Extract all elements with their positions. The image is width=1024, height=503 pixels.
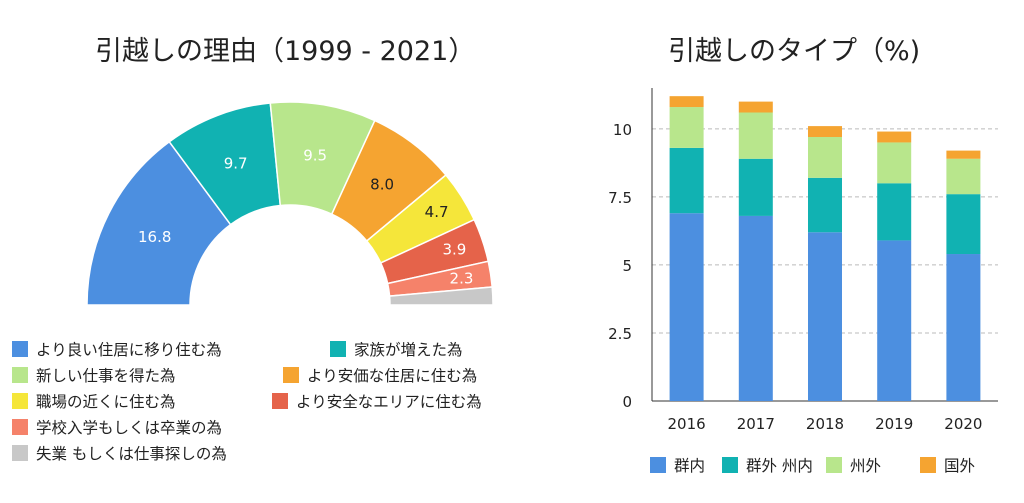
y-tick-label: 5 — [622, 257, 632, 275]
legend-label: より安価な住居に住む為 — [307, 367, 478, 385]
stacked-bar-chart: 0 2.5 5 7.5 10 2016 2017 2018 2019 2020 — [608, 88, 998, 433]
legend-label: 群内 — [674, 457, 706, 475]
donut-data-label-1: 9.7 — [224, 155, 248, 173]
y-tick-label: 2.5 — [608, 325, 632, 343]
y-tick-label: 7.5 — [608, 189, 632, 207]
y-tick-label: 0 — [622, 393, 632, 411]
donut-data-label-2: 9.5 — [303, 147, 327, 165]
legend-label: より良い住居に移り住む為 — [36, 341, 222, 359]
bar-legend-item-1: 群外 州内 — [722, 454, 813, 476]
donut-data-label-5: 3.9 — [442, 241, 466, 259]
bar-segment-1-0 — [738, 215, 773, 401]
donut-data-label-4: 4.7 — [425, 203, 449, 221]
legend-swatch — [722, 457, 738, 473]
bar-segment-4-2 — [946, 158, 981, 195]
donut-legend-item-3: より安価な住居に住む為 — [283, 364, 477, 386]
donut-chart-title: 引越しの理由（1999 - 2021） — [95, 36, 476, 67]
legend-swatch — [826, 457, 842, 473]
legend-swatch — [330, 341, 346, 357]
bar-segment-2-1 — [808, 177, 842, 233]
legend-swatch — [12, 393, 28, 409]
bar-segment-1-2 — [738, 112, 773, 159]
bar-legend-item-3: 国外 — [920, 454, 975, 476]
half-donut-chart: 16.8 9.7 9.5 8.0 4.7 3.9 2.3 — [86, 101, 494, 306]
y-tick-label: 10 — [613, 121, 632, 139]
donut-legend-item-2: 新しい仕事を得た為 — [12, 364, 176, 386]
legend-swatch — [12, 445, 28, 461]
bar-segment-0-2 — [669, 107, 704, 148]
legend-label: より安全なエリアに住む為 — [296, 393, 482, 411]
bar-segment-4-1 — [946, 194, 981, 255]
bar-segment-0-1 — [669, 147, 704, 214]
legend-label: 州外 — [850, 457, 882, 475]
bar-segment-2-3 — [808, 126, 842, 137]
donut-slice-7 — [388, 286, 494, 306]
donut-data-label-6: 2.3 — [450, 270, 474, 288]
bar-chart-title: 引越しのタイプ（%) — [668, 36, 921, 67]
legend-label: 職場の近くに住む為 — [36, 393, 176, 411]
legend-swatch — [650, 457, 666, 473]
bar-segment-3-0 — [877, 240, 912, 401]
bar-segment-0-0 — [669, 213, 704, 401]
donut-legend-item-6: 学校入学もしくは卒業の為 — [12, 416, 222, 438]
donut-legend-item-4: 職場の近くに住む為 — [12, 390, 176, 412]
legend-swatch — [272, 393, 288, 409]
legend-label: 家族が増えた為 — [354, 341, 463, 359]
bar-legend-item-2: 州外 — [826, 454, 881, 476]
legend-swatch — [12, 419, 28, 435]
legend-label: 失業 もしくは仕事探しの為 — [36, 445, 227, 463]
legend-swatch — [283, 367, 299, 383]
bar-segment-3-1 — [877, 183, 912, 241]
legend-swatch — [12, 367, 28, 383]
bar-segment-3-3 — [877, 131, 912, 143]
bar-segment-2-0 — [808, 232, 842, 401]
x-tick-label: 2019 — [875, 415, 913, 433]
legend-swatch — [12, 341, 28, 357]
bar-segment-3-2 — [877, 142, 912, 184]
legend-label: 学校入学もしくは卒業の為 — [36, 419, 223, 437]
bar-segment-4-3 — [946, 150, 981, 159]
bar-segment-4-0 — [946, 254, 981, 401]
bar-segment-1-1 — [738, 158, 773, 216]
bar-segment-0-3 — [669, 96, 704, 108]
donut-data-label-3: 8.0 — [370, 176, 394, 194]
x-tick-label: 2017 — [737, 415, 775, 433]
donut-data-label-0: 16.8 — [138, 228, 171, 246]
legend-label: 群外 州内 — [746, 457, 813, 475]
legend-label: 国外 — [944, 457, 976, 475]
x-tick-label: 2016 — [668, 415, 706, 433]
legend-swatch — [920, 457, 936, 473]
donut-legend-item-1: 家族が増えた為 — [330, 338, 463, 360]
legend-label: 新しい仕事を得た為 — [36, 367, 176, 385]
x-tick-label: 2018 — [806, 415, 844, 433]
donut-legend-item-7: 失業 もしくは仕事探しの為 — [12, 442, 227, 464]
x-tick-label: 2020 — [944, 415, 982, 433]
donut-legend-item-5: より安全なエリアに住む為 — [272, 390, 482, 412]
bar-legend-item-0: 群内 — [650, 454, 705, 476]
donut-legend-item-0: より良い住居に移り住む為 — [12, 338, 222, 360]
bar-segment-1-3 — [738, 101, 773, 113]
bar-segment-2-2 — [808, 136, 842, 178]
